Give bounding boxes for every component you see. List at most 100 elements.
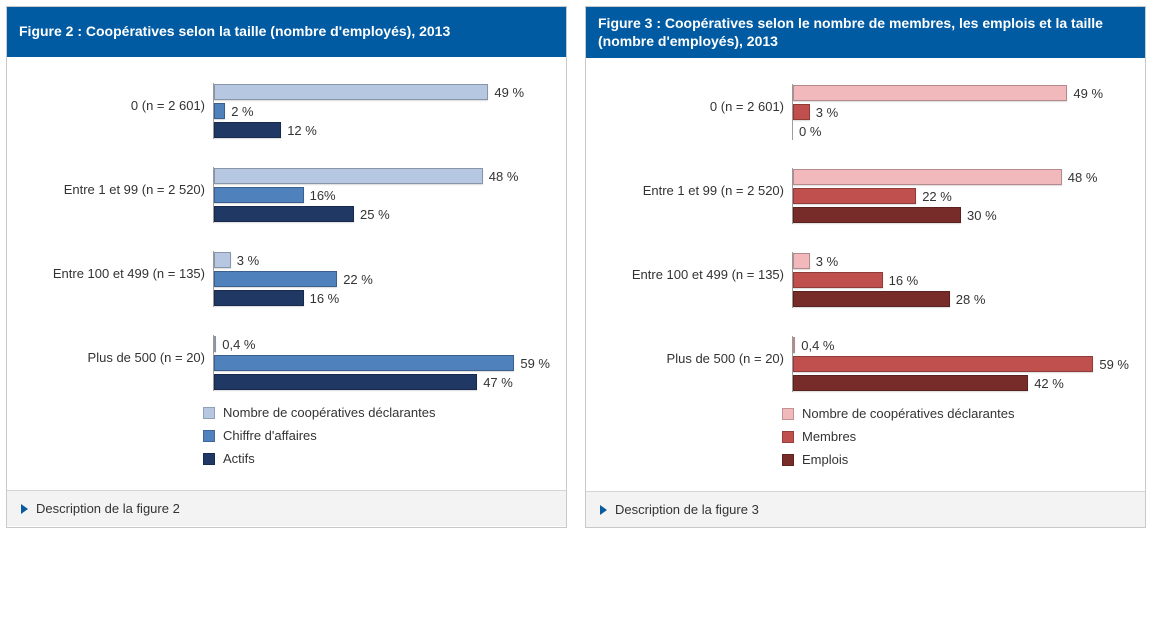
figure3-group: 0 (n = 2 601)49 %3 %0 % bbox=[602, 84, 1129, 140]
triangle-right-icon bbox=[21, 504, 28, 514]
figure2-legend-label: Nombre de coopératives déclarantes bbox=[223, 405, 435, 420]
figure3-chart: 0 (n = 2 601)49 %3 %0 %Entre 1 et 99 (n … bbox=[586, 58, 1145, 491]
figure3-bars: 3 %16 %28 % bbox=[792, 252, 1129, 308]
figure3-bar-row: 0 % bbox=[793, 122, 1129, 140]
figure2-bar-row: 25 % bbox=[214, 205, 550, 223]
figure2-category-label: Entre 100 et 499 (n = 135) bbox=[23, 251, 213, 282]
figure2-legend-item: Actifs bbox=[203, 451, 550, 466]
figure3-value-label: 3 % bbox=[816, 105, 838, 120]
figure2-groups: 0 (n = 2 601) 49 % 2 % 12 % Entre 1 et 99 (n… bbox=[23, 83, 550, 391]
figure3-bar-row: 49 % bbox=[793, 84, 1129, 102]
legend-swatch-icon bbox=[782, 431, 794, 443]
figure2-bar bbox=[214, 168, 483, 184]
figure3-bar bbox=[793, 104, 810, 120]
figure2-bar-row: 59 % bbox=[214, 354, 550, 372]
figure3-bar-row: 48 % bbox=[793, 168, 1129, 186]
figure3-panel: Figure 3 : Coopératives selon le nombre … bbox=[585, 6, 1146, 528]
legend-swatch-icon bbox=[203, 430, 215, 442]
figure3-bar bbox=[793, 291, 950, 307]
figure3-bar bbox=[793, 272, 883, 288]
figure2-bar-row: 0,4 % bbox=[214, 335, 550, 353]
figure3-legend-label: Emplois bbox=[802, 452, 848, 467]
figure2-bar-row: 47 % bbox=[214, 373, 550, 391]
figure2-group: Entre 1 et 99 (n = 2 520) 48 % 16% 25 % bbox=[23, 167, 550, 223]
figure3-category-label: Entre 100 et 499 (n = 135) bbox=[602, 252, 792, 283]
legend-swatch-icon bbox=[782, 454, 794, 466]
figure3-category-label: Entre 1 et 99 (n = 2 520) bbox=[602, 168, 792, 199]
figure2-bars: 0,4 % 59 % 47 % bbox=[213, 335, 550, 391]
figure2-value-label: 0,4 % bbox=[222, 337, 255, 352]
figure3-value-label: 28 % bbox=[956, 292, 986, 307]
figure2-legend: Nombre de coopératives déclarantes Chiffr… bbox=[203, 405, 550, 466]
figure2-value-label: 16 % bbox=[310, 291, 340, 306]
figure2-value-label: 48 % bbox=[489, 169, 519, 184]
figure2-value-label: 12 % bbox=[287, 123, 317, 138]
figure2-legend-label: Actifs bbox=[223, 451, 255, 466]
figure2-value-label: 3 % bbox=[237, 253, 259, 268]
figure3-bar-row: 42 % bbox=[793, 374, 1129, 392]
legend-swatch-icon bbox=[203, 453, 215, 465]
figure2-bar bbox=[214, 271, 337, 287]
figure2-panel: Figure 2 : Coopératives selon la taille … bbox=[6, 6, 567, 528]
figure2-bars: 48 % 16% 25 % bbox=[213, 167, 550, 223]
figure2-bar bbox=[214, 290, 304, 306]
figure3-value-label: 30 % bbox=[967, 208, 997, 223]
figure3-legend-item: Emplois bbox=[782, 452, 1129, 467]
figure3-value-label: 0,4 % bbox=[801, 338, 834, 353]
figure2-value-label: 59 % bbox=[520, 356, 550, 371]
figure2-bar bbox=[214, 103, 225, 119]
figure3-legend-label: Membres bbox=[802, 429, 856, 444]
figure3-bar-row: 59 % bbox=[793, 355, 1129, 373]
figure2-bar-row: 48 % bbox=[214, 167, 550, 185]
figure2-title-text: Figure 2 : Coopératives selon la taille … bbox=[19, 23, 450, 41]
figure3-bar bbox=[793, 253, 810, 269]
figure2-legend-label: Chiffre d'affaires bbox=[223, 428, 317, 443]
legend-swatch-icon bbox=[782, 408, 794, 420]
figure2-bar bbox=[214, 187, 304, 203]
figure2-group: 0 (n = 2 601) 49 % 2 % 12 % bbox=[23, 83, 550, 139]
figure2-bar bbox=[214, 374, 477, 390]
figure2-bar-row: 16% bbox=[214, 186, 550, 204]
figure3-description-toggle[interactable]: Description de la figure 3 bbox=[586, 491, 1145, 527]
figure3-bars: 0,4 % 59 % 42 % bbox=[792, 336, 1129, 392]
figure3-value-label: 22 % bbox=[922, 189, 952, 204]
triangle-right-icon bbox=[600, 505, 607, 515]
figure2-bar-row: 49 % bbox=[214, 83, 550, 101]
figure2-group: Entre 100 et 499 (n = 135) 3 % 22 % 16 % bbox=[23, 251, 550, 307]
legend-swatch-icon bbox=[203, 407, 215, 419]
figure3-bar-row: 30 % bbox=[793, 206, 1129, 224]
figure3-bar-row: 3 % bbox=[793, 252, 1129, 270]
figure3-description-label: Description de la figure 3 bbox=[615, 502, 759, 517]
figure2-description-toggle[interactable]: Description de la figure 2 bbox=[7, 490, 566, 526]
figure2-bar bbox=[214, 355, 514, 371]
figure3-bar bbox=[793, 337, 795, 353]
figure3-value-label: 48 % bbox=[1068, 170, 1098, 185]
figure2-value-label: 25 % bbox=[360, 207, 390, 222]
figure3-title-text: Figure 3 : Coopératives selon le nombre … bbox=[598, 15, 1133, 50]
figure3-bars: 49 % 3 % 0 % bbox=[792, 84, 1129, 140]
figure2-category-label: 0 (n = 2 601) bbox=[23, 83, 213, 114]
figure2-legend-item: Nombre de coopératives déclarantes bbox=[203, 405, 550, 420]
figure2-bar bbox=[214, 336, 216, 352]
figure2-legend-item: Chiffre d'affaires bbox=[203, 428, 550, 443]
figure3-bar-row: 0,4 % bbox=[793, 336, 1129, 354]
figure2-bar-row: 22 % bbox=[214, 270, 550, 288]
figure2-value-label: 49 % bbox=[494, 85, 524, 100]
figure2-bar bbox=[214, 122, 281, 138]
panels-row: Figure 2 : Coopératives selon la taille … bbox=[6, 6, 1146, 528]
figure2-bar-row: 16 % bbox=[214, 289, 550, 307]
figure2-bar-row: 12 % bbox=[214, 121, 550, 139]
figure3-bar bbox=[793, 188, 916, 204]
figure3-bar bbox=[793, 169, 1062, 185]
figure2-bars: 3 % 22 % 16 % bbox=[213, 251, 550, 307]
figure3-value-label: 59 % bbox=[1099, 357, 1129, 372]
figure3-category-label: Plus de 500 (n = 20) bbox=[602, 336, 792, 367]
figure2-bar-row: 3 % bbox=[214, 251, 550, 269]
figure2-bar bbox=[214, 252, 231, 268]
figure3-legend-label: Nombre de coopératives déclarantes bbox=[802, 406, 1014, 421]
figure2-value-label: 2 % bbox=[231, 104, 253, 119]
figure2-category-label: Entre 1 et 99 (n = 2 520) bbox=[23, 167, 213, 198]
figure3-bars: 48 % 22 % 30 % bbox=[792, 168, 1129, 224]
figure3-bar bbox=[793, 356, 1093, 372]
figure3-bar bbox=[793, 85, 1067, 101]
